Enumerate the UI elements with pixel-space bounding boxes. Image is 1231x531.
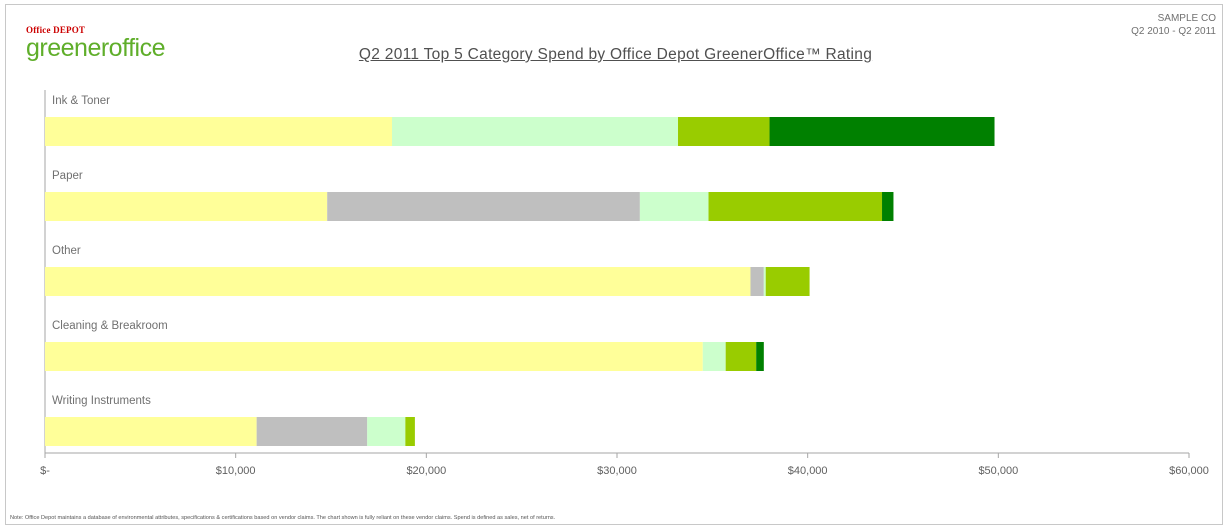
report-period: Q2 2010 - Q2 2011 bbox=[1131, 26, 1216, 37]
bar-segment bbox=[763, 267, 766, 296]
x-tick-label: $50,000 bbox=[978, 465, 1018, 477]
bar-segment bbox=[708, 192, 883, 221]
x-tick-label: $20,000 bbox=[406, 465, 446, 477]
company-name: SAMPLE CO bbox=[1157, 13, 1216, 24]
x-tick-label: $- bbox=[40, 465, 50, 477]
bar-segment bbox=[45, 417, 257, 446]
bar-segment bbox=[45, 267, 751, 296]
bar-segment bbox=[750, 267, 764, 296]
bar-segment bbox=[678, 117, 770, 146]
bar-segment bbox=[765, 267, 810, 296]
bar-segment bbox=[45, 192, 328, 221]
x-tick-label: $30,000 bbox=[597, 465, 637, 477]
bar-segment bbox=[725, 342, 757, 371]
bar-segment bbox=[45, 342, 703, 371]
bar-segment bbox=[392, 117, 679, 146]
chart-title-wrap: Q2 2011 Top 5 Category Spend by Office D… bbox=[0, 46, 1231, 64]
x-tick-label: $60,000 bbox=[1169, 465, 1209, 477]
bar-segment bbox=[45, 117, 393, 146]
bar-segment bbox=[639, 192, 709, 221]
bar-segment bbox=[769, 117, 995, 146]
bar-segment bbox=[756, 342, 764, 371]
x-tick-label: $10,000 bbox=[216, 465, 256, 477]
category-label: Cleaning & Breakroom bbox=[52, 320, 168, 332]
x-tick-label: $40,000 bbox=[788, 465, 828, 477]
greeneroffice-wordmark: greeneroffice bbox=[26, 34, 165, 62]
chart-title: Q2 2011 Top 5 Category Spend by Office D… bbox=[358, 46, 873, 63]
greeneroffice-logo: Office DEPOT greeneroffice bbox=[26, 25, 165, 61]
bar-segment bbox=[882, 192, 894, 221]
category-label: Other bbox=[52, 245, 81, 257]
bar-segment bbox=[327, 192, 640, 221]
bar-segment bbox=[256, 417, 368, 446]
category-label: Writing Instruments bbox=[52, 395, 151, 407]
office-depot-wordmark: Office DEPOT bbox=[26, 25, 86, 35]
bar-segment bbox=[405, 417, 415, 446]
bar-segment bbox=[702, 342, 726, 371]
category-label: Ink & Toner bbox=[52, 95, 110, 107]
bar-segment bbox=[367, 417, 406, 446]
report-info: SAMPLE CO Q2 2010 - Q2 2011 bbox=[1131, 12, 1216, 38]
footnote: Note: Office Depot maintains a database … bbox=[10, 515, 556, 521]
category-label: Paper bbox=[52, 170, 83, 182]
